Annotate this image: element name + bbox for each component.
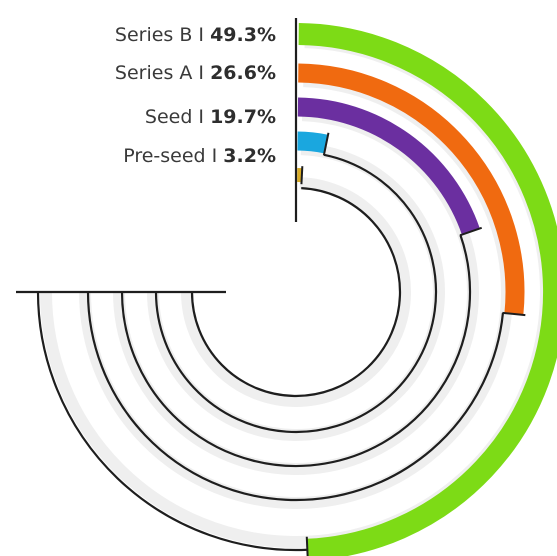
bars: [297, 23, 557, 556]
bar-end-tick-extra: [300, 166, 304, 185]
bar-end-tick-pre-seed: [322, 132, 330, 156]
bar-label-seed: Seed I 19.7%: [145, 106, 276, 128]
ring-shadow-extra: [181, 177, 411, 407]
bar-end-tick-series-b: [305, 536, 309, 556]
ring-track-pre-seed: [154, 153, 438, 434]
value-label: 26.6%: [210, 62, 276, 84]
ring-shadow-pre-seed: [147, 143, 445, 441]
bar-label-series-b: Series B I 49.3%: [115, 24, 276, 46]
value-label: 3.2%: [223, 145, 276, 167]
category-label: Seed I: [145, 106, 210, 128]
bar-end-tick-seed: [459, 226, 483, 237]
value-label: 49.3%: [210, 24, 276, 46]
ring-track-series-a: [86, 291, 505, 502]
category-label: Series B I: [115, 24, 210, 46]
bar-series-a: [298, 63, 525, 315]
value-label: 19.7%: [210, 106, 276, 128]
bar-end-tick-series-a: [502, 311, 526, 317]
labels: Series B I 49.3%Series A I 26.6%Seed I 1…: [115, 24, 276, 167]
ring-track-seed: [120, 234, 472, 468]
bar-series-b: [298, 23, 557, 556]
bar-pre-seed: [297, 131, 329, 154]
category-label: Series A I: [115, 62, 210, 84]
category-label: Pre-seed I: [123, 145, 223, 167]
bar-label-series-a: Series A I 26.6%: [115, 62, 276, 84]
ring-track-extra: [190, 187, 402, 398]
bar-label-pre-seed: Pre-seed I 3.2%: [123, 145, 276, 167]
ring-tracks: [36, 153, 505, 552]
bar-seed: [297, 97, 480, 235]
ring-track-series-b: [36, 291, 308, 552]
